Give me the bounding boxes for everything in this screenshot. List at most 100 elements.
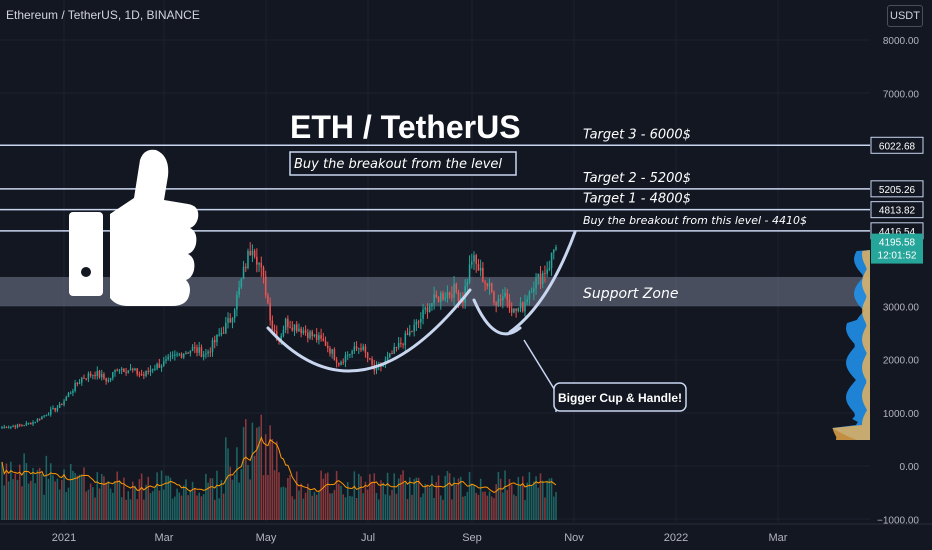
- volume-bar: [67, 487, 70, 520]
- volume-bar: [247, 465, 249, 520]
- volume-bar: [25, 463, 28, 520]
- volume-bar: [178, 492, 181, 520]
- candle-body: [431, 303, 433, 307]
- x-axis[interactable]: 2021 Mar May Jul Sep Nov 2022 Mar: [0, 523, 932, 550]
- volume-bar: [322, 478, 325, 520]
- candle-body: [185, 352, 187, 355]
- candle-body: [58, 404, 61, 408]
- volume-bar: [278, 472, 280, 520]
- candle-body: [382, 364, 384, 367]
- candle-body: [182, 354, 185, 358]
- candle-body: [442, 293, 444, 300]
- candle-body: [528, 291, 531, 300]
- volume-bar: [335, 471, 338, 520]
- volume-bar: [318, 491, 320, 520]
- volume-bar: [165, 475, 167, 520]
- candle-body: [289, 327, 291, 329]
- candle-body: [428, 306, 431, 312]
- candle-body: [253, 250, 256, 257]
- candle-body: [244, 266, 247, 269]
- currency-button[interactable]: USDT: [887, 5, 923, 27]
- volume-bar: [413, 479, 415, 520]
- volume-bar: [375, 493, 378, 520]
- volume-bar: [342, 494, 345, 520]
- candle-body: [7, 427, 10, 429]
- volume-bar: [442, 499, 444, 520]
- candle-body: [34, 421, 37, 423]
- volume-bar: [289, 475, 291, 520]
- volume-bar: [196, 495, 198, 520]
- volume-bar: [143, 499, 145, 520]
- candle-body: [103, 374, 105, 379]
- volume-bar: [202, 494, 205, 520]
- candle-body: [349, 353, 351, 355]
- volume-bar: [384, 494, 387, 520]
- volume-bar: [65, 492, 68, 520]
- volume-bar: [453, 477, 455, 520]
- volume-bar: [145, 484, 147, 520]
- volume-bar: [61, 479, 63, 520]
- candle-body: [497, 299, 500, 306]
- candle-body: [52, 407, 54, 410]
- candle-body: [36, 418, 39, 422]
- candle-body: [83, 377, 85, 379]
- candle-body: [134, 368, 136, 370]
- candle-body: [338, 362, 340, 365]
- volume-bar: [459, 476, 462, 520]
- candle-body: [114, 369, 116, 373]
- candle-body: [30, 422, 32, 425]
- candle-body: [194, 347, 196, 349]
- volume-bar: [116, 471, 119, 520]
- candle-body: [417, 321, 420, 323]
- volume-bar: [158, 490, 161, 520]
- volume-bar: [353, 471, 356, 520]
- y-axis[interactable]: 6022.68 5205.26 4813.82 4416.54 8000.00 7000.…: [870, 36, 924, 526]
- volume-bar: [535, 476, 537, 520]
- volume-bar: [74, 472, 76, 520]
- volume-bar: [397, 478, 400, 520]
- volume-bar: [92, 487, 94, 520]
- volume-bar: [431, 475, 433, 520]
- candle-body: [145, 370, 147, 376]
- candle-body: [85, 378, 87, 380]
- candle-body: [342, 361, 345, 363]
- volume-bar: [191, 481, 194, 520]
- candle-body: [81, 377, 83, 383]
- volume-bar: [521, 476, 524, 520]
- volume-bar: [52, 475, 54, 520]
- volume-bar: [220, 480, 223, 520]
- volume-bar: [382, 482, 384, 520]
- volume-bar: [473, 484, 475, 520]
- candle-body: [151, 369, 154, 371]
- volume-bar: [333, 490, 336, 520]
- volume-ma-line: [1, 436, 557, 493]
- volume-bar: [546, 480, 548, 520]
- volume-bar: [553, 496, 555, 520]
- rebound-curve: [508, 230, 577, 334]
- candle-body: [162, 360, 165, 366]
- candle-body: [47, 414, 50, 416]
- volume-bar: [555, 491, 557, 520]
- volume-bar: [506, 490, 509, 520]
- volume-bar: [149, 493, 152, 520]
- candle-body: [444, 297, 446, 300]
- candle-body: [5, 426, 8, 428]
- candle-body: [160, 365, 163, 368]
- y-tick-label: 0.00: [900, 462, 920, 473]
- volume-bar: [369, 474, 371, 520]
- candle-body: [174, 354, 176, 356]
- candle-body: [260, 263, 263, 268]
- candle-body: [508, 299, 511, 309]
- volume-bar: [406, 499, 409, 520]
- candle-body: [262, 267, 265, 277]
- volume-bar: [7, 481, 10, 520]
- candle-body: [89, 373, 92, 376]
- volume-bar: [422, 493, 424, 520]
- candle-body: [78, 382, 81, 384]
- x-tick-label: 2021: [52, 532, 76, 544]
- x-axis-bg: [0, 524, 932, 550]
- volume-bar: [313, 491, 316, 520]
- volume-bar: [251, 422, 254, 520]
- candle-body: [408, 331, 411, 335]
